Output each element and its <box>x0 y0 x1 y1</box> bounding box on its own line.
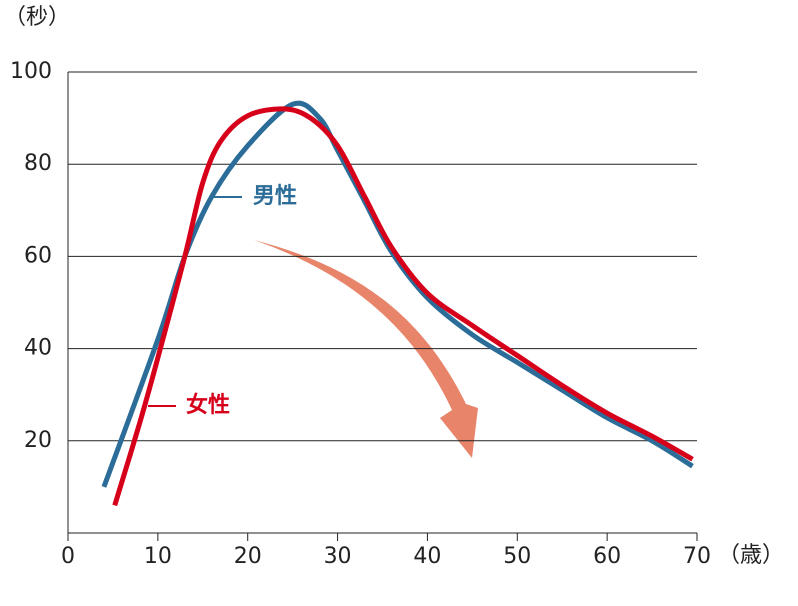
y-tick-label: 20 <box>24 428 52 453</box>
trend-arrow <box>254 240 478 458</box>
y-tick-label: 40 <box>24 336 52 361</box>
y-tick-label: 100 <box>10 59 52 84</box>
y-tick-label: 60 <box>24 243 52 268</box>
series-label: 女性 <box>186 392 230 418</box>
y-tick-label: 80 <box>24 151 52 176</box>
x-tick-label: 0 <box>61 544 75 569</box>
x-axis-label: （歳） <box>718 543 784 568</box>
series-label: 男性 <box>253 184 297 209</box>
series-line <box>112 106 694 507</box>
series-line <box>101 100 694 488</box>
x-tick-label: 60 <box>593 544 621 569</box>
arrow-shape <box>254 240 478 458</box>
x-tick-label: 20 <box>234 544 262 569</box>
x-tick-label: 70 <box>683 544 711 569</box>
x-tick-label: 10 <box>144 544 172 569</box>
x-tick-label: 30 <box>324 544 352 569</box>
x-tick-label: 50 <box>503 544 531 569</box>
y-axis-label: （秒） <box>4 5 70 30</box>
x-tick-label: 40 <box>413 544 441 569</box>
